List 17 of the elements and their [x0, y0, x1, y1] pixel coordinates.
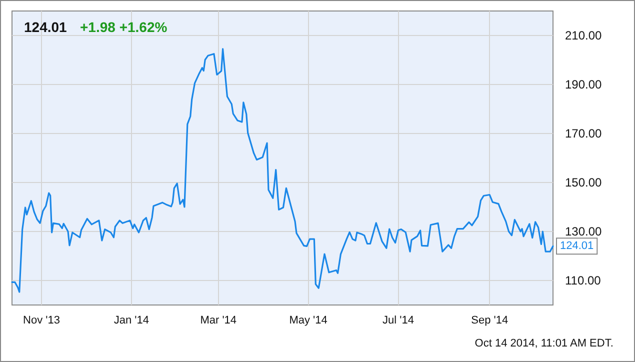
x-tick-label: Nov '13 [23, 314, 60, 326]
x-tick-label: Mar '14 [200, 314, 237, 326]
y-tick-label: 170.00 [565, 126, 602, 140]
text: 124.01 [24, 19, 68, 35]
line-series [11, 48, 554, 293]
x-tick-label: Jul '14 [382, 314, 414, 326]
y-tick-label: 190.00 [565, 78, 602, 92]
text: +1.98 +1.62% [80, 19, 168, 35]
y-tick-label: 150.00 [565, 176, 602, 190]
x-tick-label: Jan '14 [114, 314, 149, 326]
x-tick-label: May '14 [289, 314, 328, 326]
text: Oct 14 2014, 11:01 AM EDT. [474, 338, 614, 350]
y-tick-label: 110.00 [565, 274, 602, 288]
x-tick-label: Sep '14 [471, 314, 508, 326]
y-tick-label: 130.00 [565, 224, 602, 238]
y-tick-label: 210.00 [565, 28, 602, 42]
annotation: 124.01 [560, 240, 594, 252]
